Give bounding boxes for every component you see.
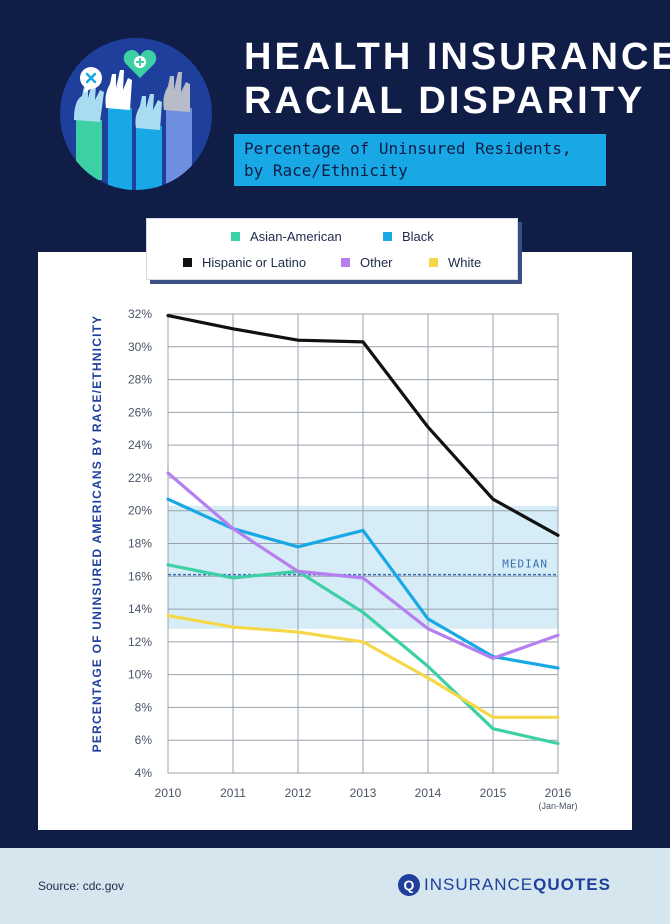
raised-hands-icon — [74, 70, 192, 190]
footer: Source: cdc.gov Q INSURANCE QUOTES — [0, 848, 670, 924]
y-tick-label: 20% — [128, 504, 152, 518]
median-label: MEDIAN — [502, 558, 548, 571]
y-tick-label: 4% — [135, 766, 153, 780]
y-tick-label: 32% — [128, 307, 152, 321]
y-tick-label: 6% — [135, 733, 153, 747]
x-tick-note: (Jan-Mar) — [538, 801, 577, 811]
y-tick-label: 26% — [128, 405, 152, 419]
series-line-hispanic-or-latino — [166, 314, 560, 537]
y-tick-label: 18% — [128, 537, 152, 551]
y-tick-label: 12% — [128, 635, 152, 649]
y-tick-label: 16% — [128, 569, 152, 583]
logo-text-part-2: QUOTES — [533, 875, 611, 894]
x-tick-label: 2011 — [220, 786, 246, 800]
x-tick-label: 2014 — [415, 786, 442, 800]
logo-mark-icon: Q — [398, 874, 420, 896]
title-line-1: HEALTH INSURANCE — [244, 36, 670, 78]
x-tick-label: 2013 — [350, 786, 377, 800]
logo-text-part-1: INSURANCE — [424, 875, 534, 894]
header: HEALTH INSURANCE RACIAL DISPARITY Percen… — [0, 0, 670, 215]
legend: Asian-American Black Hispanic or Latino … — [146, 218, 518, 280]
legend-label: Other — [360, 255, 393, 270]
close-bubble-icon — [80, 67, 102, 93]
source-text: Source: cdc.gov — [38, 879, 125, 893]
legend-item-black: Black — [383, 229, 434, 244]
legend-item-asian-american: Asian-American — [231, 229, 342, 244]
legend-item-other: Other — [341, 255, 393, 270]
legend-label: Black — [402, 229, 434, 244]
series-line-asian-american — [166, 563, 560, 746]
legend-label: Asian-American — [250, 229, 342, 244]
y-tick-label: 8% — [135, 700, 153, 714]
y-tick-label: 10% — [128, 668, 152, 682]
legend-swatch — [341, 258, 350, 267]
legend-swatch — [183, 258, 192, 267]
series-line-white — [166, 614, 560, 719]
x-tick-label: 2015 — [480, 786, 507, 800]
y-tick-label: 28% — [128, 373, 152, 387]
legend-label: White — [448, 255, 482, 270]
y-tick-label: 24% — [128, 438, 152, 452]
y-tick-label: 14% — [128, 602, 152, 616]
title-line-2: RACIAL DISPARITY — [244, 80, 646, 122]
insurancequotes-logo[interactable]: Q INSURANCE QUOTES — [398, 874, 611, 896]
subtitle-box: Percentage of Uninsured Residents, by Ra… — [234, 134, 606, 186]
x-tick-label: 2016 — [545, 786, 572, 800]
subtitle-line-2: by Race/Ethnicity — [244, 161, 408, 180]
subtitle-line-1: Percentage of Uninsured Residents, — [244, 139, 572, 158]
legend-swatch — [429, 258, 438, 267]
heart-plus-icon — [123, 50, 157, 78]
series-line-other — [166, 471, 560, 660]
y-tick-label: 22% — [128, 471, 152, 485]
x-tick-label: 2010 — [155, 786, 182, 800]
legend-item-hispanic-or-latino: Hispanic or Latino — [183, 255, 306, 270]
y-tick-label: 30% — [128, 340, 152, 354]
legend-swatch — [383, 232, 392, 241]
legend-label: Hispanic or Latino — [202, 255, 307, 270]
legend-swatch — [231, 232, 240, 241]
y-axis-label: PERCENTAGE OF UNINSURED AMERICANS BY RAC… — [90, 315, 104, 753]
x-tick-label: 2012 — [285, 786, 312, 800]
legend-item-white: White — [429, 255, 481, 270]
